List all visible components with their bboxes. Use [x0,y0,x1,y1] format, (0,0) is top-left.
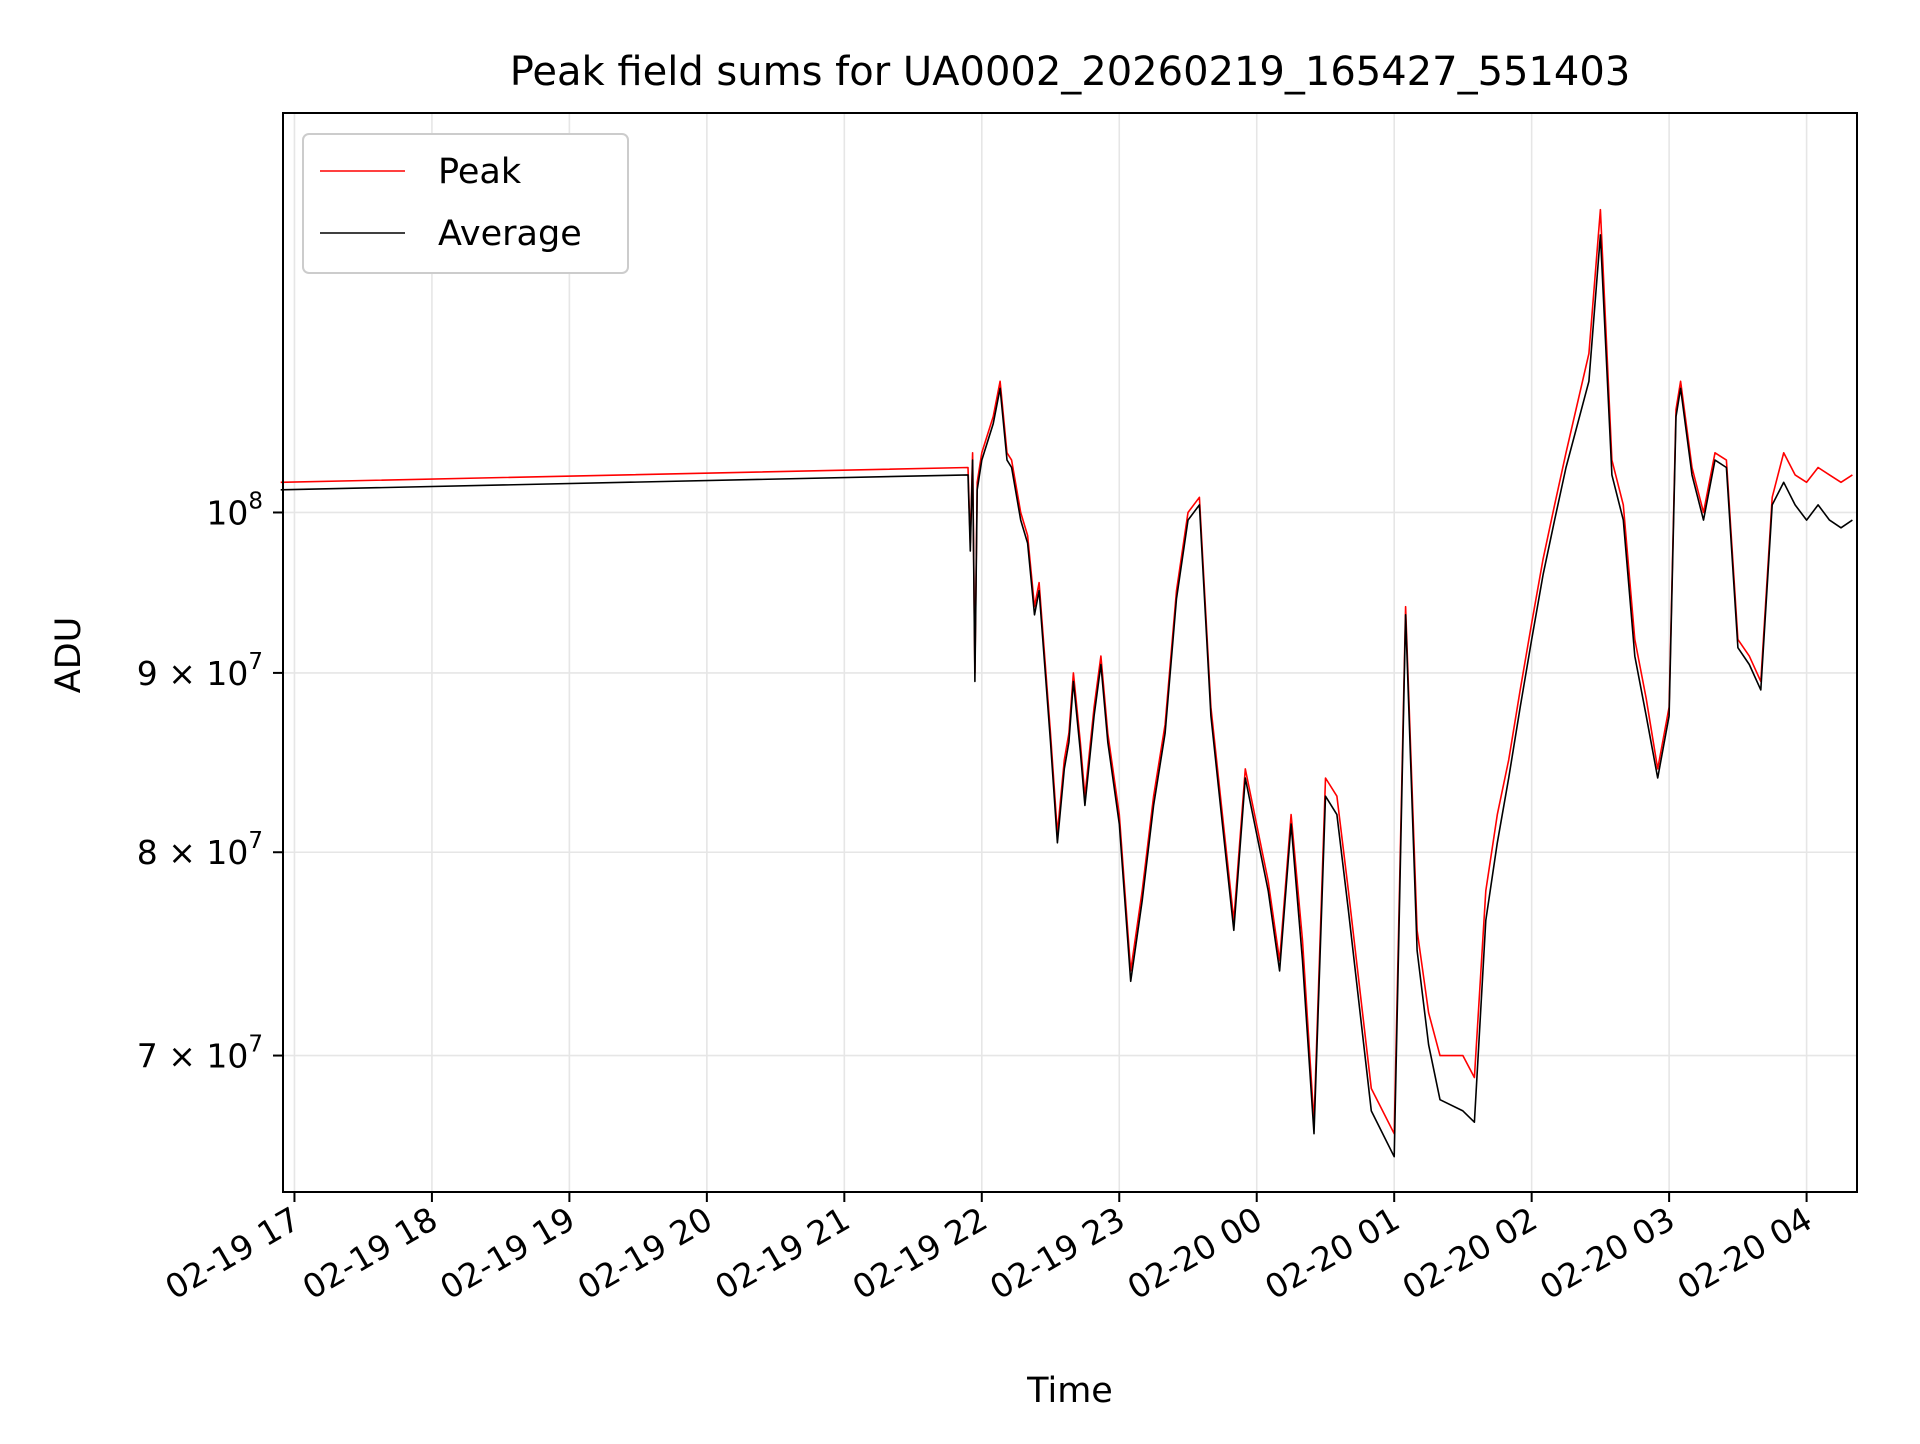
legend-box [302,133,629,274]
series-layer [280,208,1853,1158]
legend-label-peak: Peak [438,152,522,192]
series-line-peak [280,208,1853,1135]
x-tick-label: 02-20 03 [1533,1199,1681,1307]
x-axis-label: Time [1026,1371,1113,1411]
plot-frame [282,112,1858,1193]
y-tick-label: 8 × 107 [137,828,263,872]
x-tick-label: 02-19 22 [846,1199,994,1307]
y-axis: 7 × 107 8 × 107 9 × 107 108 [137,488,283,1076]
series-line-average [280,234,1853,1158]
x-tick-label: 02-19 17 [158,1199,306,1307]
x-tick-label: 02-19 20 [571,1199,719,1307]
x-tick-label: 02-20 01 [1258,1199,1406,1307]
x-tick-label: 02-20 02 [1396,1199,1544,1307]
x-tick-label: 02-19 19 [433,1199,581,1307]
x-tick-label: 02-20 04 [1671,1199,1819,1307]
y-tick-label: 9 × 107 [137,649,263,693]
x-tick-label: 02-19 23 [983,1199,1131,1307]
y-tick-label: 108 [206,488,263,532]
grid [283,113,1857,1192]
x-tick-label: 02-19 21 [708,1199,856,1307]
legend: Peak Average [302,133,629,274]
chart-title: Peak field sums for UA0002_20260219_1654… [510,49,1631,95]
x-tick-label: 02-19 18 [296,1199,444,1307]
x-tick-label: 02-20 00 [1121,1199,1269,1307]
y-tick-label: 7 × 107 [137,1032,263,1076]
y-axis-label: ADU [49,617,89,694]
legend-label-average: Average [438,214,582,254]
